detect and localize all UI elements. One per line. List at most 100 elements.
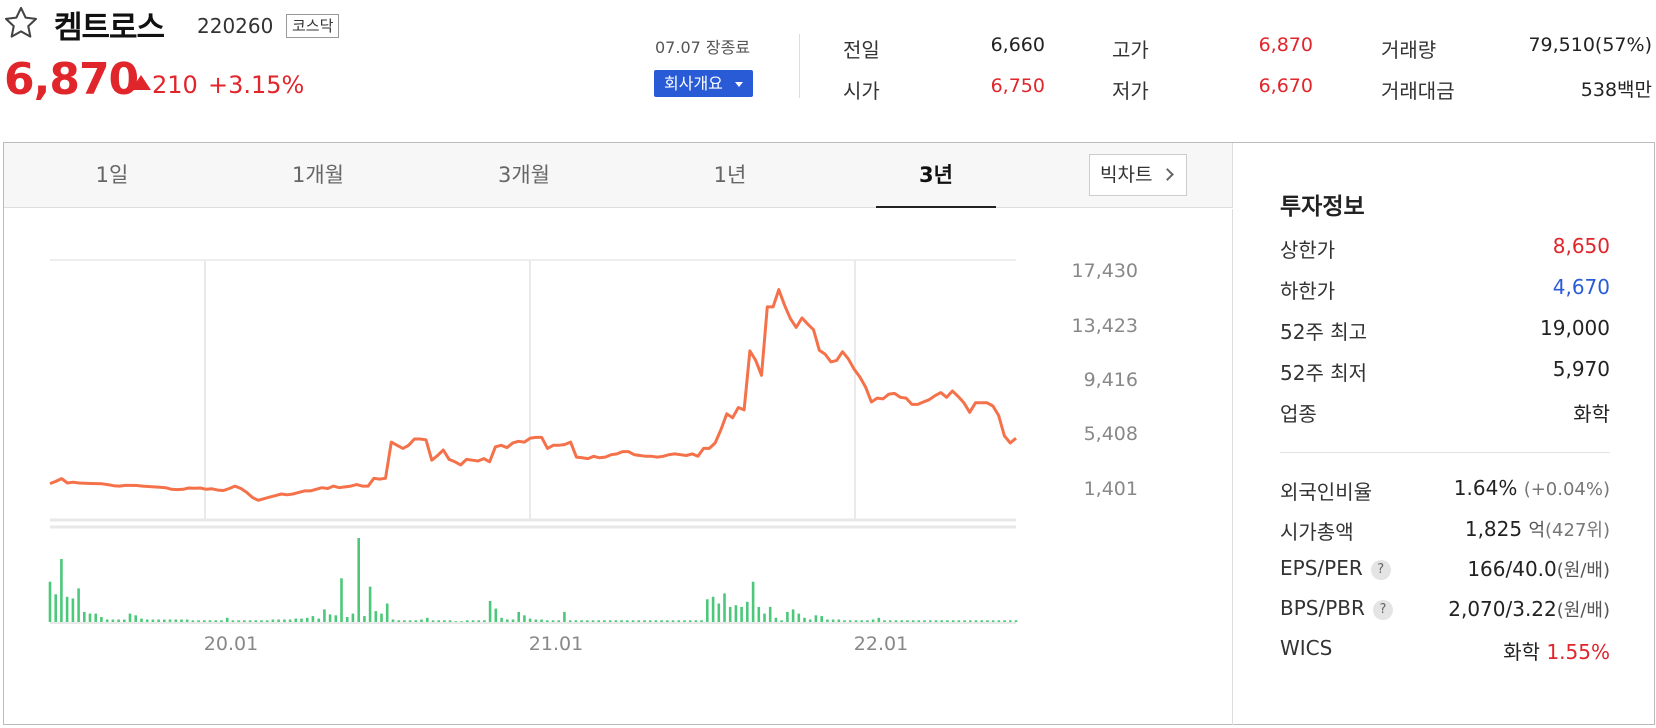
open-value: 6,750 [990, 75, 1045, 97]
lower-limit-row: 하한가 4,670 [1280, 275, 1610, 305]
volume-bar [803, 617, 806, 622]
volume-bar [60, 559, 63, 622]
volume-bar [506, 619, 509, 622]
bps-help-icon[interactable]: ? [1372, 600, 1393, 620]
volume-bar [808, 619, 812, 622]
price-line [49, 288, 1017, 502]
volume-bar [460, 621, 463, 622]
bps-pbr-value: 2,070/3.22(원/배) [1448, 596, 1610, 622]
foreign-ratio-value: 1.64% (+0.04%) [1454, 476, 1610, 500]
volume-bar [637, 620, 640, 622]
volume-bar [986, 620, 989, 622]
volume-bar [603, 620, 606, 622]
volume-bar [643, 620, 646, 622]
volume-bar [283, 619, 286, 622]
volume-bar [243, 620, 246, 622]
volume-bar [923, 620, 926, 622]
volume-bar [471, 620, 475, 622]
volume-bar [991, 620, 995, 622]
wics-sector[interactable]: 화학 [1503, 640, 1541, 664]
y-tick-label: 5,408 [1084, 423, 1138, 445]
company-overview-label: 회사개요 [664, 74, 723, 93]
volume-bar [580, 620, 583, 622]
tab-1year[interactable]: 1년 [713, 163, 747, 187]
volume-bar [391, 619, 395, 622]
big-chart-button[interactable]: 빅차트 [1089, 154, 1187, 196]
volume-bar [671, 620, 675, 622]
volume-bar [374, 611, 378, 622]
volume-bar [946, 620, 949, 622]
volume-bar [700, 620, 703, 622]
y-tick-label: 1,401 [1084, 478, 1138, 500]
volume-bar [917, 620, 921, 622]
volume-bar [151, 619, 155, 622]
tab-3month[interactable]: 3개월 [497, 163, 550, 187]
x-tick-label: 20.01 [204, 633, 258, 655]
period-tab-bar: 1일 1개월 3개월 1년 3년 빅차트 [4, 143, 1233, 208]
eps-help-icon[interactable]: ? [1370, 560, 1391, 580]
volume-bar [883, 620, 886, 622]
volume-bar [380, 613, 383, 622]
52w-low-row: 52주 최저 5,970 [1280, 357, 1610, 387]
volume-bar [728, 606, 732, 622]
volume-bar [523, 615, 526, 622]
sector-value[interactable]: 화학 [1573, 402, 1610, 426]
upper-limit-label: 상한가 [1280, 238, 1336, 262]
volume-bar [888, 620, 892, 622]
volume-bar [265, 620, 269, 622]
volume-bar [723, 593, 726, 622]
price-chart[interactable]: 17,430 13,423 9,416 5,408 1,401 20.01 21.01 22… [4, 209, 1233, 725]
volume-bar [180, 619, 183, 622]
volume-bar [717, 603, 721, 622]
volume-bar [534, 619, 538, 622]
volume-bar [757, 606, 761, 622]
volume-bar [614, 620, 618, 622]
y-tick-label: 9,416 [1084, 369, 1138, 391]
bps-pbr-number: 2,070/3.22 [1448, 597, 1557, 621]
volume-bar [1014, 620, 1018, 622]
volume-bar [734, 605, 738, 622]
wics-row: WICS 화학 1.55% [1280, 636, 1610, 666]
tab-1month[interactable]: 1개월 [291, 163, 344, 187]
company-overview-button[interactable]: 회사개요 [654, 70, 753, 97]
volume-bar [1009, 620, 1012, 622]
prev-close-label: 전일 [843, 38, 880, 62]
invest-info-panel: 투자정보 상한가 8,650 하한가 4,670 52주 최고 19,000 5… [1234, 143, 1654, 725]
tab-3year[interactable]: 3년 [876, 143, 996, 208]
open-label: 시가 [843, 79, 880, 103]
wics-label: WICS [1280, 636, 1333, 660]
bps-pbr-unit: (원/배) [1556, 600, 1610, 621]
volume-bar [83, 611, 86, 622]
volume-bar [706, 599, 709, 622]
52w-high-label: 52주 최고 [1280, 320, 1368, 344]
tab-1day[interactable]: 1일 [95, 163, 129, 187]
favorite-star-icon[interactable] [2, 4, 40, 42]
header-divider [799, 34, 800, 98]
volume-bar [951, 620, 955, 622]
lower-limit-label: 하한가 [1280, 279, 1336, 303]
x-tick-label: 21.01 [529, 633, 583, 655]
volume-bar [71, 598, 75, 622]
volume-bar [626, 620, 629, 622]
upper-limit-row: 상한가 8,650 [1280, 234, 1610, 264]
market-cap-unit: 억 [1528, 520, 1546, 541]
volume-bar [340, 578, 343, 622]
volume-bar [540, 619, 543, 622]
volume-bar [820, 616, 823, 622]
volume-bar [351, 613, 355, 622]
volume-bar [871, 619, 875, 622]
volume-bar [100, 617, 103, 622]
volume-bar [431, 620, 435, 622]
volume-bar [711, 596, 715, 622]
volume-bar [894, 620, 898, 622]
stock-code: 220260 [197, 14, 274, 38]
volume-bar [448, 620, 452, 622]
volume-bar [197, 620, 200, 622]
volume-bar [328, 614, 332, 622]
volume-bar [414, 620, 418, 622]
volume-bar [574, 620, 578, 622]
invest-info-title: 투자정보 [1280, 194, 1365, 220]
y-tick-label: 13,423 [1072, 315, 1138, 337]
volume-bar [740, 606, 743, 622]
volume-bar [746, 601, 749, 622]
